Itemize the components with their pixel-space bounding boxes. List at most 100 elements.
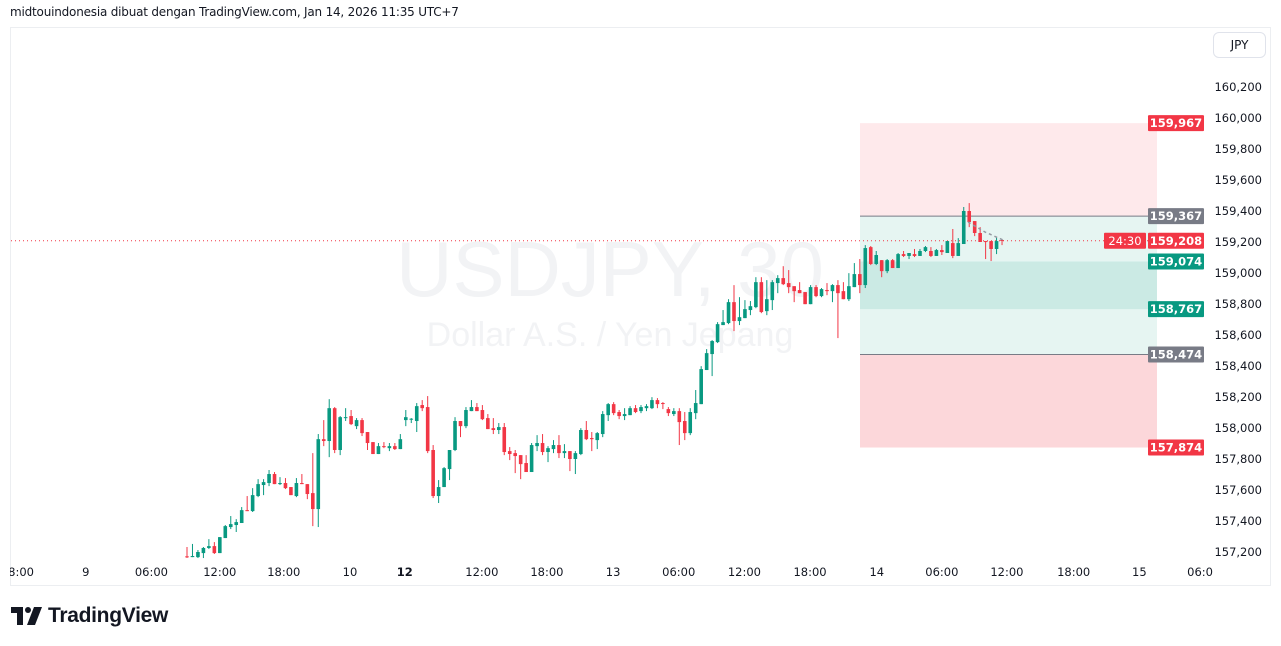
candle [688,408,693,436]
candle-body [874,255,879,265]
candle [879,260,884,278]
candle-body [770,282,775,301]
candle [223,525,228,539]
profit-band[interactable] [860,261,1157,310]
candle [847,273,851,302]
candle-body [847,286,851,300]
candle-body [748,306,753,311]
candle [376,443,381,455]
candle [655,398,660,409]
candle-body [765,299,769,312]
candle [491,418,496,435]
svg-text:157,874: 157,874 [1150,441,1202,455]
candle-body [343,417,348,419]
candle-body [836,285,840,294]
time-axis[interactable]: 18:00 9 06:00 12:00 18:00 10 12 12:00 18:00 13 06:… [0,560,1213,586]
candle [557,435,561,459]
candle-body [546,448,550,453]
time-tick-label: 12:00 [990,565,1023,579]
candle [639,405,643,414]
candle-body [819,289,824,297]
target-zone[interactable] [860,123,1157,217]
candle-body [808,287,813,305]
candle [584,421,589,441]
svg-text:159,367: 159,367 [1150,209,1202,223]
price-tick-label: 157,800 [1214,452,1262,466]
candle-body [261,482,266,486]
candle-body [989,241,993,249]
candle-body [929,250,933,256]
candle [436,480,441,504]
candle-body [617,412,621,417]
chart-frame [10,27,1271,586]
candle [896,253,900,269]
candle [234,519,239,533]
candle [633,405,638,414]
candle-body [721,322,725,326]
candle-body [431,450,435,497]
long-position-tool[interactable] [860,123,1157,448]
candle-body [283,483,288,489]
candle [267,470,271,487]
candle [360,418,364,437]
candle-body [425,407,430,452]
candle-body [294,483,299,497]
candle-body [672,411,676,415]
time-tick-label: 18:00 [793,565,826,579]
candle [535,435,539,452]
candle [890,259,895,269]
candle [393,443,397,451]
candle-body [622,414,627,417]
candle-body [677,411,682,423]
candle-body [951,243,955,256]
candle-body [754,282,758,308]
candle [956,238,961,256]
candle-body [327,408,332,442]
candle [546,446,550,463]
candle [666,407,671,417]
candle [300,474,304,485]
currency-button[interactable]: JPY [1213,32,1266,58]
candle-body [688,412,693,434]
candle-body [890,260,895,269]
candle [907,253,911,260]
candle-body [803,292,807,305]
candle [737,297,742,326]
candle [901,250,906,258]
candle [808,285,813,305]
candle [710,340,714,377]
candle-body [201,547,206,554]
candle [868,246,873,266]
candle-body [524,463,528,473]
candle [196,549,200,559]
time-tick-label: 9 [82,565,89,579]
candle-body [185,556,189,558]
candle-body [650,400,654,409]
candle [628,406,632,416]
candle-body [699,369,703,405]
price-axis[interactable] [1206,28,1270,560]
target-price-tag: 159,967 [1148,115,1204,132]
candle-body [535,443,539,447]
svg-text:158,767: 158,767 [1150,302,1202,316]
candle-body [365,432,370,444]
candle-body [775,278,780,284]
candle [507,447,512,461]
candle-body [316,439,321,510]
candle-body [289,487,293,496]
candle [617,410,621,420]
candle [589,432,594,452]
tradingview-logo[interactable]: TradingView [11,604,168,628]
candle-body [972,221,977,234]
price-tick-label: 158,400 [1214,359,1262,373]
candle [245,496,249,512]
price-tick-label: 159,600 [1214,173,1262,187]
level-1-price-tag: 159,074 [1148,253,1204,270]
candle [699,366,703,405]
candle-body [945,241,950,254]
candle-body [398,439,403,450]
candle [338,416,342,456]
candle [475,403,479,412]
stop-zone[interactable] [860,354,1157,448]
